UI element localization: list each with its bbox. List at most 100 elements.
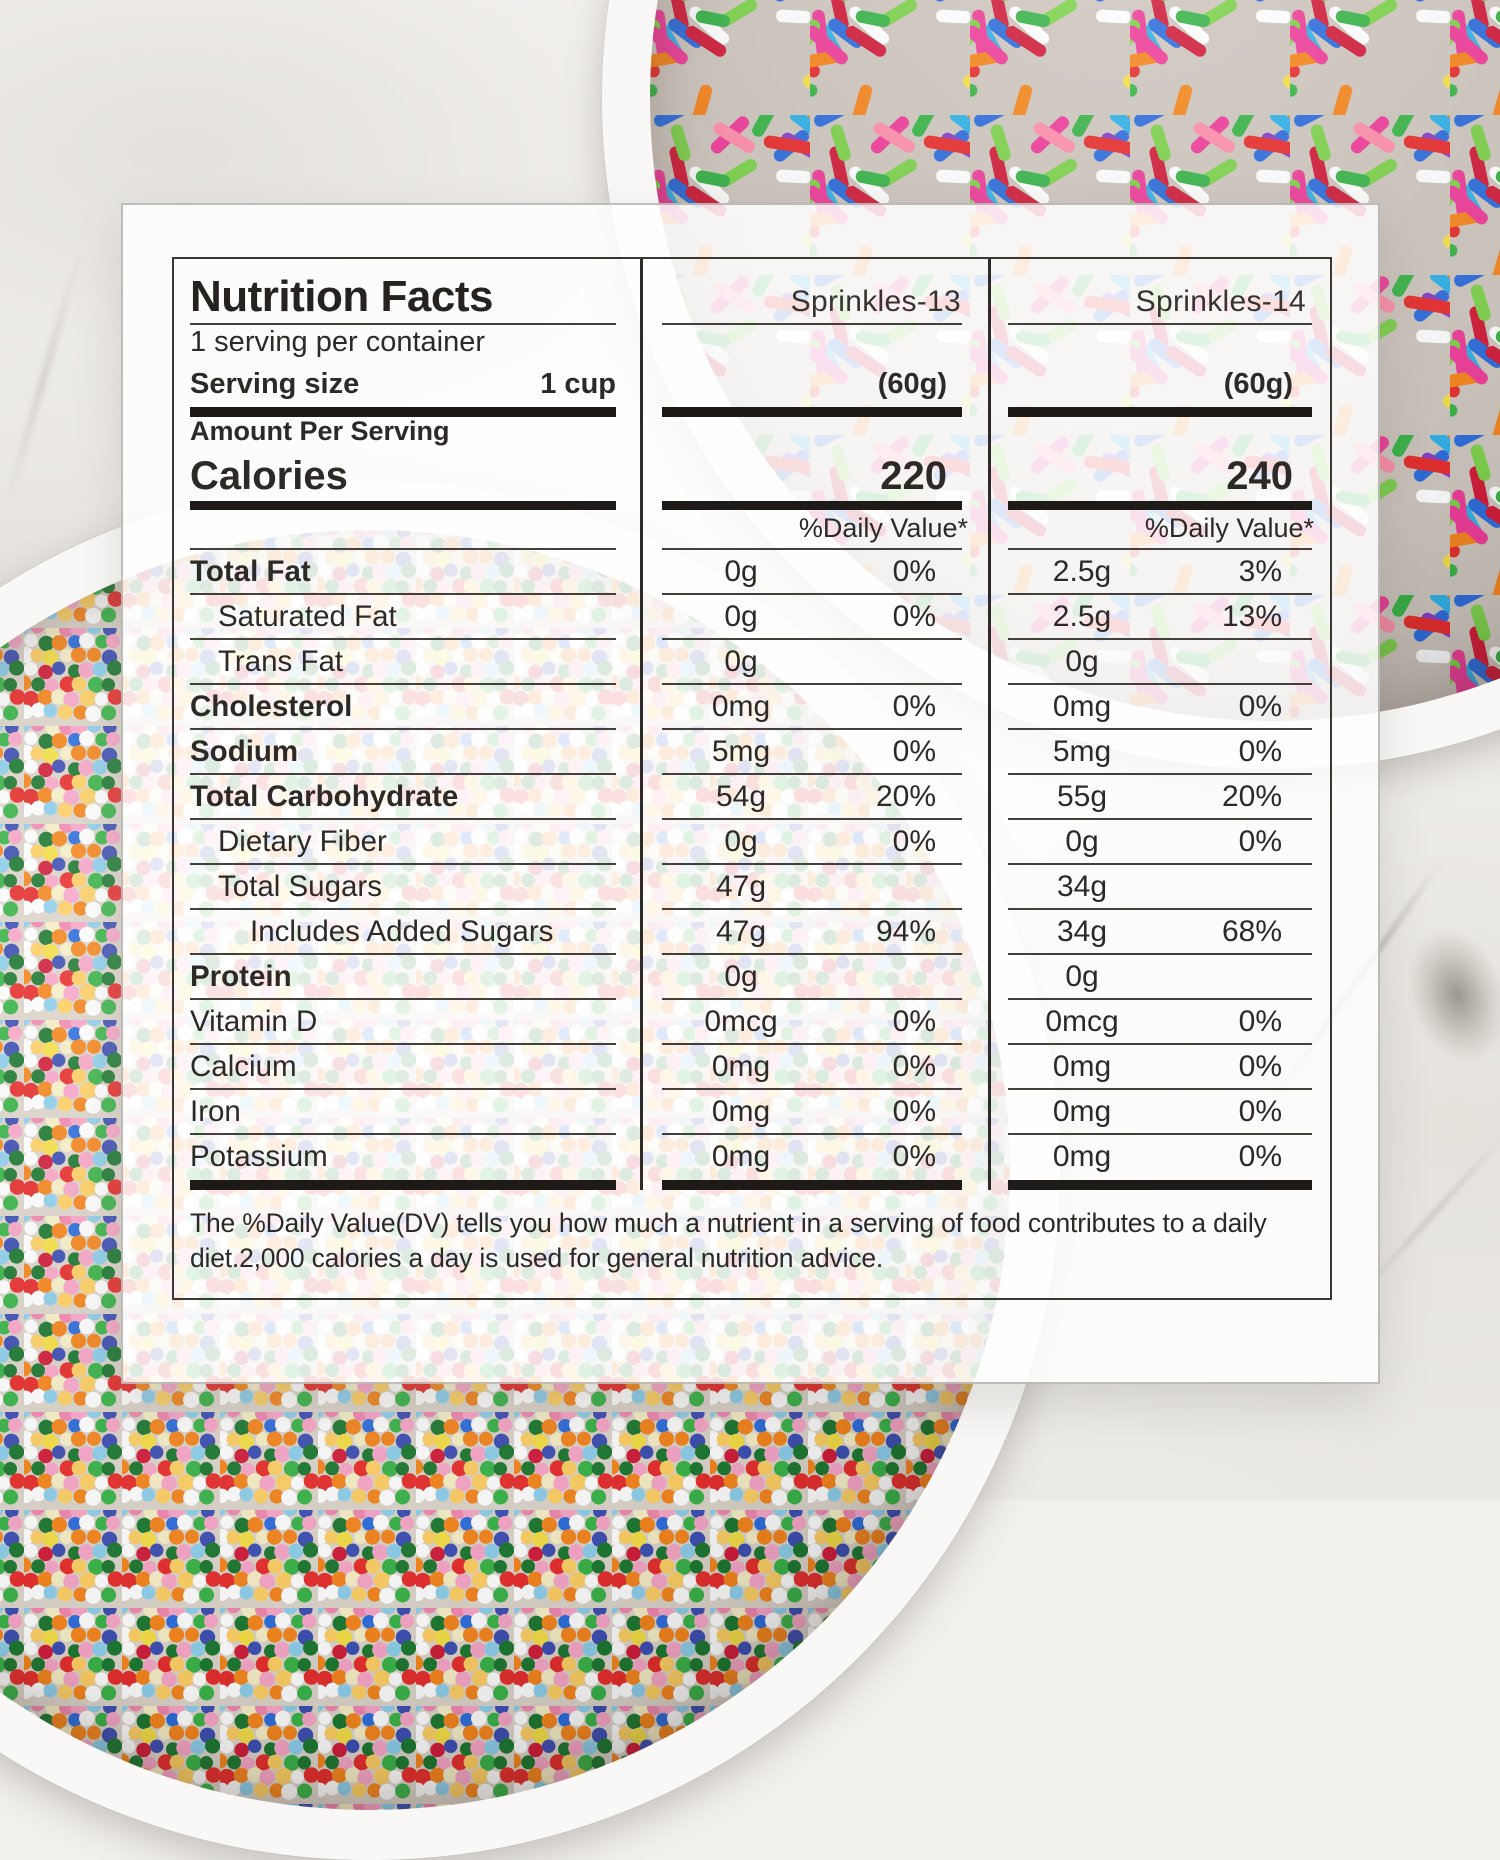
nutrient-row-sodium: Sodium 5mg 0% 5mg 0% [174, 730, 1330, 775]
amount-p1: 0g [724, 825, 758, 858]
nutrient-label: Sodium [174, 730, 641, 775]
dv-p2: 20% [1221, 780, 1282, 813]
amount-p2: 55g [1056, 780, 1108, 813]
marble-vein [1365, 884, 1500, 1106]
calories-label: Calories [190, 454, 348, 498]
title-cell: Nutrition Facts [174, 259, 641, 325]
nutrient-row-vitamin-d: Vitamin D 0mcg 0% 0mcg 0% [174, 1000, 1330, 1045]
nutrient-row-trans-fat: Trans Fat 0g 0g [174, 640, 1330, 685]
nutrient-row-potassium: Potassium 0mg 0% 0mg 0% [174, 1135, 1330, 1180]
thick-bar [1008, 407, 1312, 417]
serving-size-value: 1 cup [540, 368, 616, 400]
dv-p2: 0% [1238, 690, 1282, 723]
thick-bar [1008, 1180, 1312, 1190]
amount-p2: 0g [1065, 645, 1099, 678]
thick-bar [190, 1180, 616, 1190]
nutrient-label: Iron [174, 1090, 641, 1135]
nutrient-row-saturated-fat: Saturated Fat 0g 0% 2.5g 13% [174, 595, 1330, 640]
page-title: Nutrition Facts [190, 272, 493, 321]
nutrient-row-iron: Iron 0mg 0% 0mg 0% [174, 1090, 1330, 1135]
product-1-calories: 220 [880, 454, 947, 498]
calories-row: Calories [174, 453, 641, 501]
amount-p1: 47g [715, 870, 767, 903]
amount-p2: 0g [1065, 825, 1099, 858]
column-divider [988, 259, 991, 1190]
nutrient-label: Dietary Fiber [174, 820, 641, 865]
thick-bar [190, 501, 616, 510]
nutrient-label: Protein [174, 955, 641, 1000]
amount-p1: 0g [724, 600, 758, 633]
amount-p1: 0mg [711, 1050, 771, 1083]
product-1-serving-weight: (60g) [877, 368, 947, 400]
thick-bar-row [174, 501, 1330, 510]
amount-p1: 0mg [711, 1140, 771, 1173]
dv-p2: 0% [1238, 1140, 1282, 1173]
amount-p1: 0g [724, 555, 758, 588]
marble-vein [1, 244, 85, 516]
dv-p1: 94% [875, 915, 936, 948]
dv-p1: 20% [875, 780, 936, 813]
nutrient-label: Saturated Fat [174, 595, 641, 640]
dv-p2: 68% [1221, 915, 1282, 948]
dv-p2: 0% [1238, 825, 1282, 858]
dv-p2: 0% [1238, 1050, 1282, 1083]
serving-size-label: Serving size [190, 368, 360, 400]
amount-p1: 0mg [711, 690, 771, 723]
nutrient-row-calcium: Calcium 0mg 0% 0mg 0% [174, 1045, 1330, 1090]
product-2-calories: 240 [1226, 454, 1293, 498]
nutrient-label: Vitamin D [174, 1000, 641, 1045]
amount-p2: 0g [1065, 960, 1099, 993]
thick-bar [662, 407, 962, 417]
thick-bar [662, 501, 962, 510]
amount-p2: 0mg [1052, 1050, 1112, 1083]
amount-p2: 34g [1056, 870, 1108, 903]
amount-p1: 0mcg [704, 1005, 778, 1038]
amount-p2: 5mg [1052, 735, 1112, 768]
dv-p1: 0% [892, 1050, 936, 1083]
thick-bar [1008, 501, 1312, 510]
product-1-name: Sprinkles-13 [790, 285, 961, 318]
product-2-serving-weight: (60g) [1223, 368, 1293, 400]
amount-p1: 54g [715, 780, 767, 813]
amount-p1: 0mg [711, 1095, 771, 1128]
amount-p1: 5mg [711, 735, 771, 768]
dv-p2: 0% [1238, 1095, 1282, 1128]
thick-bar-row [174, 1180, 1330, 1190]
nutrient-label: Total Carbohydrate [174, 775, 641, 820]
product-2-name: Sprinkles-14 [1135, 285, 1306, 318]
dv-p1: 0% [892, 825, 936, 858]
nutrient-label: Cholesterol [174, 685, 641, 730]
nutrient-row-protein: Protein 0g 0g [174, 955, 1330, 1000]
nutrient-row-cholesterol: Cholesterol 0mg 0% 0mg 0% [174, 685, 1330, 730]
amount-p1: 0g [724, 645, 758, 678]
dv-p1: 0% [892, 1095, 936, 1128]
nutrient-label: Includes Added Sugars [174, 910, 641, 955]
nutrition-facts-table: Nutrition Facts Sprinkles-13 Sprinkles-1… [172, 257, 1332, 1300]
amount-p2: 0mg [1052, 690, 1112, 723]
amount-per-serving: Amount Per Serving [190, 416, 450, 446]
nutrient-row-total-sugars: Total Sugars 47g 34g [174, 865, 1330, 910]
servings-per-container: 1 serving per container [190, 326, 485, 358]
dv-p1: 0% [892, 735, 936, 768]
nutrient-label: Trans Fat [174, 640, 641, 685]
daily-value-footnote: The %Daily Value(DV) tells you how much … [190, 1208, 1267, 1273]
amount-p2: 2.5g [1052, 600, 1112, 633]
amount-p2: 0mg [1052, 1140, 1112, 1173]
thick-bar [662, 1180, 962, 1190]
thick-bar-row [174, 407, 1330, 417]
amount-p1: 0g [724, 960, 758, 993]
dv-p2: 13% [1221, 600, 1282, 633]
column-divider [640, 259, 643, 1190]
dv-p1: 0% [892, 600, 936, 633]
amount-p2: 0mcg [1045, 1005, 1119, 1038]
daily-value-header-1: %Daily Value* [641, 510, 988, 550]
dv-p2: 3% [1238, 555, 1282, 588]
dv-p1: 0% [892, 555, 936, 588]
nutrient-row-total-carbohydrate: Total Carbohydrate 54g 20% 55g 20% [174, 775, 1330, 820]
daily-value-header-2: %Daily Value* [988, 510, 1330, 550]
nutrient-label: Total Fat [174, 550, 641, 595]
nutrient-label: Total Sugars [174, 865, 641, 910]
daily-value-spacer [174, 510, 641, 550]
nutrition-card: Nutrition Facts Sprinkles-13 Sprinkles-1… [121, 203, 1380, 1384]
nutrient-row-total-fat: Total Fat 0g 0% 2.5g 3% [174, 550, 1330, 595]
